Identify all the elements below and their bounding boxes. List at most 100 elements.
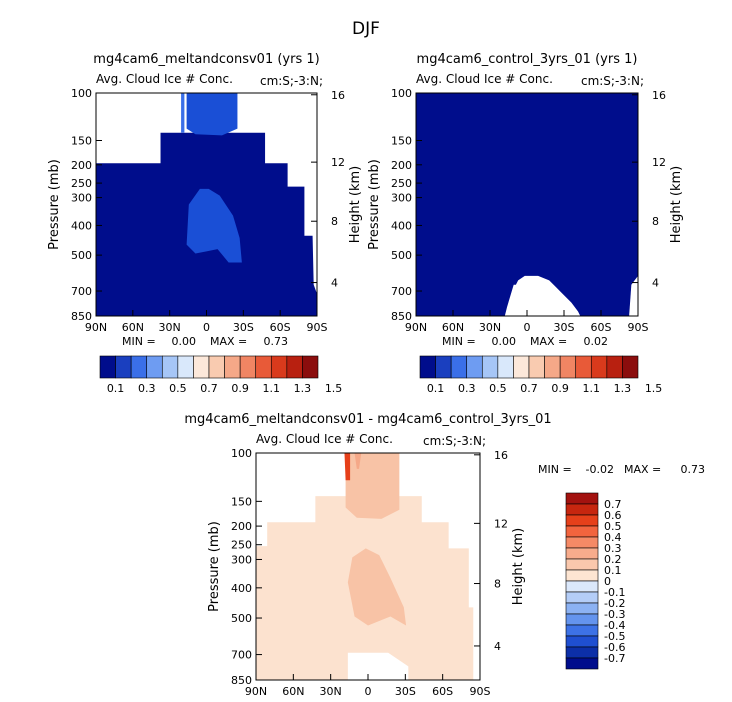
- colorbar-swatch: [565, 492, 599, 505]
- colorbar-swatch: [239, 355, 257, 379]
- x-tick-label: 30N: [479, 321, 501, 334]
- max-label: MAX =: [210, 335, 247, 348]
- y-tick-label: 700: [71, 285, 92, 298]
- y-tick-label: 500: [231, 612, 252, 625]
- colorbar-swatch: [99, 355, 116, 379]
- y-tick-label: 400: [231, 582, 252, 595]
- colorbar-swatch: [565, 547, 599, 560]
- colorbar-swatch: [255, 355, 272, 379]
- field-region-blue: [181, 93, 185, 133]
- x-tick-label: 60S: [270, 321, 291, 334]
- y2-tick-label: 16: [331, 89, 345, 102]
- x-tick-label: 90S: [628, 321, 649, 334]
- colorbar-label: 0.5: [604, 520, 622, 533]
- colorbar-swatch: [565, 613, 599, 626]
- y-tick-label: 200: [231, 520, 252, 533]
- field-region-blue: [186, 93, 238, 136]
- y-tick-label: 250: [391, 177, 412, 190]
- colorbar-label: 0.3: [604, 542, 622, 555]
- y-tick-label: 200: [71, 159, 92, 172]
- y-tick-label: 850: [71, 310, 92, 323]
- min-label: MIN =: [538, 463, 572, 476]
- colorbar-label: -0.2: [604, 597, 625, 610]
- colorbar-label: 1.5: [645, 382, 663, 395]
- x-tick-label: 30S: [554, 321, 575, 334]
- y-tick-label: 100: [71, 87, 92, 100]
- y2-tick-label: 16: [652, 89, 666, 102]
- panel-title: mg4cam6_meltandconsv01 - mg4cam6_control…: [184, 412, 551, 427]
- y-tick-label: 300: [231, 553, 252, 566]
- colorbar-swatch: [565, 558, 599, 571]
- colorbar-swatch: [208, 355, 225, 379]
- colorbar-label: -0.3: [604, 608, 625, 621]
- y-tick-label: 250: [71, 177, 92, 190]
- colorbar-label: 1.5: [325, 382, 343, 395]
- colorbar-swatch: [575, 355, 592, 379]
- colorbar-swatch: [565, 503, 599, 516]
- x-tick-label: 30S: [395, 685, 416, 698]
- colorbar-swatch: [302, 355, 319, 379]
- y-tick-label: 400: [71, 219, 92, 232]
- y-tick-label: 250: [231, 539, 252, 552]
- colorbar-swatch: [606, 355, 623, 379]
- x-tick-label: 0: [365, 685, 372, 698]
- colorbar-label: 1.1: [583, 382, 601, 395]
- figure-title: DJF: [352, 19, 380, 39]
- colorbar-label: 0.5: [489, 382, 507, 395]
- y-tick-label: 300: [71, 192, 92, 205]
- colorbar-swatch: [559, 355, 577, 379]
- colorbar-swatch: [435, 355, 452, 379]
- colorbar-swatch: [565, 580, 599, 593]
- colorbar-swatch: [286, 355, 303, 379]
- panel-subtitle-left: Avg. Cloud Ice # Conc.: [416, 72, 553, 86]
- y-tick-label: 300: [391, 192, 412, 205]
- min-label: MIN =: [442, 335, 476, 348]
- colorbar-swatch: [450, 355, 468, 379]
- y-tick-label: 150: [391, 134, 412, 147]
- chart-panel-3: mg4cam6_meltandconsv01 - mg4cam6_control…: [184, 412, 705, 698]
- y-tick-label: 850: [231, 674, 252, 687]
- colorbar-swatch: [590, 355, 608, 379]
- colorbar-swatch: [419, 355, 436, 379]
- y2-axis-label: Height (km): [511, 528, 526, 605]
- colorbar: 0.1 0.3 0.5 0.7 0.9 1.1 1.3 1.5: [419, 355, 663, 395]
- x-tick-label: 60N: [442, 321, 464, 334]
- colorbar-label: -0.6: [604, 641, 625, 654]
- field-region-empty: [629, 275, 638, 316]
- x-tick-label: 90S: [307, 321, 328, 334]
- colorbar-label: 0.3: [138, 382, 156, 395]
- colorbar-swatch: [193, 355, 210, 379]
- field-region-mid: [347, 548, 407, 626]
- x-tick-label: 90N: [245, 685, 267, 698]
- colorbar-swatch: [270, 355, 288, 379]
- x-tick-label: 30N: [159, 321, 181, 334]
- max-value: 0.73: [681, 463, 706, 476]
- x-tick-label: 90S: [470, 685, 491, 698]
- x-tick-label: 60N: [282, 685, 304, 698]
- min-value: 0.00: [492, 335, 517, 348]
- y-tick-label: 150: [231, 495, 252, 508]
- colorbar-label: 0.7: [604, 498, 622, 511]
- x-tick-label: 60S: [432, 685, 453, 698]
- colorbar-swatch: [528, 355, 545, 379]
- colorbar-label: 0.2: [604, 553, 622, 566]
- panel-subtitle-right: cm:S;-3:N;: [423, 434, 486, 448]
- colorbar-swatch: [466, 355, 483, 379]
- panel-subtitle-left: Avg. Cloud Ice # Conc.: [256, 432, 393, 446]
- colorbar-swatch: [565, 569, 599, 582]
- x-tick-label: 30S: [233, 321, 254, 334]
- y-axis-label: Pressure (mb): [367, 159, 382, 250]
- chart-panel-2: mg4cam6_control_3yrs_01 (yrs 1) Avg. Clou…: [367, 52, 684, 395]
- colorbar-label: -0.1: [604, 586, 625, 599]
- y-tick-label: 150: [71, 134, 92, 147]
- field-region-blue: [186, 188, 242, 263]
- colorbar-swatch: [565, 646, 599, 659]
- panel-title: mg4cam6_meltandconsv01 (yrs 1): [93, 52, 319, 67]
- colorbar-label: 0.7: [520, 382, 538, 395]
- colorbar: 0.1 0.3 0.5 0.7 0.9 1.1 1.3 1.5: [99, 355, 343, 395]
- y2-tick-label: 12: [652, 156, 666, 169]
- colorbar-swatch: [161, 355, 179, 379]
- panel-subtitle-right: cm:S;-3:N;: [260, 74, 323, 88]
- colorbar-label: 0: [604, 575, 611, 588]
- colorbar-label: 0.9: [231, 382, 249, 395]
